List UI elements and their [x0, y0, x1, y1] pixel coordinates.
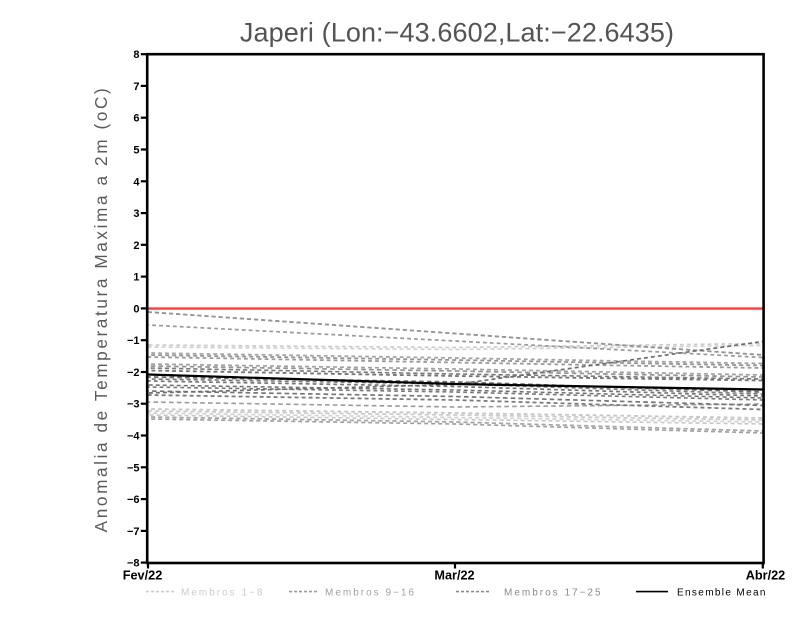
svg-text:Ensemble Mean: Ensemble Mean [677, 588, 767, 599]
svg-text:−5: −5 [127, 462, 140, 474]
svg-text:5: 5 [133, 145, 139, 157]
svg-text:−8: −8 [127, 558, 140, 570]
svg-text:−4: −4 [127, 431, 140, 443]
svg-text:Mar/22: Mar/22 [434, 568, 474, 582]
svg-text:−3: −3 [127, 399, 140, 411]
svg-text:Membros 9−16: Membros 9−16 [325, 588, 416, 599]
svg-text:Fev/22: Fev/22 [123, 568, 163, 582]
svg-text:Abr/22: Abr/22 [746, 568, 786, 582]
svg-text:Membros 17−25: Membros 17−25 [504, 588, 603, 599]
svg-text:−7: −7 [127, 526, 140, 538]
svg-text:1: 1 [133, 272, 139, 284]
svg-text:0: 0 [133, 303, 139, 315]
svg-text:3: 3 [133, 208, 139, 220]
svg-text:Anomalia de Temperatura Maxima: Anomalia de Temperatura Maxima a 2m (oC) [91, 86, 111, 533]
svg-text:4: 4 [133, 176, 140, 188]
svg-text:7: 7 [133, 81, 139, 93]
svg-text:−1: −1 [127, 335, 140, 347]
svg-text:2: 2 [133, 240, 139, 252]
svg-text:−2: −2 [127, 367, 140, 379]
svg-text:8: 8 [133, 49, 139, 61]
svg-text:Japeri (Lon:−43.6602,Lat:−22.6: Japeri (Lon:−43.6602,Lat:−22.6435) [240, 18, 674, 48]
svg-text:−6: −6 [127, 494, 140, 506]
svg-text:Membros 1−8: Membros 1−8 [181, 588, 264, 599]
svg-text:6: 6 [133, 113, 139, 125]
